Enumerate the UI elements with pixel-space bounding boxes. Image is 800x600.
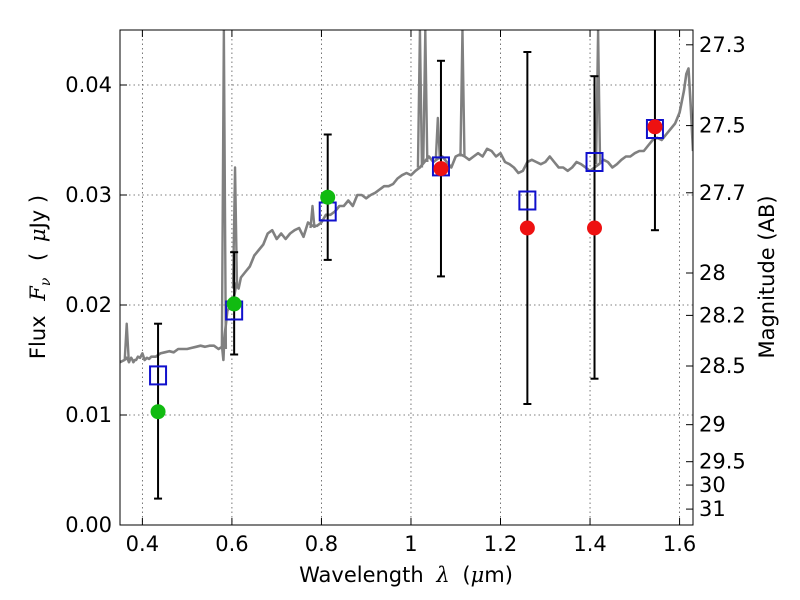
magnitude-tick-label: 28.5: [699, 354, 746, 378]
y-axis-label-unit-rest: Jy ): [26, 195, 50, 231]
x-axis-label-unit-rest: m): [484, 563, 513, 587]
plot-background: [120, 30, 693, 525]
x-axis-label-text: Wavelength: [299, 563, 424, 587]
y-tick-label: 0.02: [65, 293, 112, 317]
template-emission-line: [123, 322, 130, 361]
x-axis-label-unit-open: (: [462, 563, 470, 587]
y-axis-label-unit-mu: μ: [26, 228, 50, 242]
y-axis-label-var: F: [26, 285, 50, 302]
magnitude-tick-label: 27.3: [699, 33, 746, 57]
y-tick-label: 0.04: [65, 73, 112, 97]
x-tick-label: 1.6: [663, 532, 696, 556]
magnitude-tick-label: 27.5: [699, 114, 746, 138]
template-emission-line: [422, 30, 429, 163]
magnitude-tick-label: 30: [699, 473, 726, 497]
magnitude-tick-label: 27.7: [699, 181, 746, 205]
magnitude-axis-label: Magnitude (AB): [755, 195, 779, 358]
y-axis-label-sub: ν: [38, 277, 54, 286]
observed-point-red: [519, 220, 535, 236]
observed-point-green: [320, 189, 336, 205]
magnitude-tick-label: 29.5: [699, 450, 746, 474]
model-flux-box: [518, 190, 537, 211]
plot-frame: [119, 29, 694, 526]
y-tick-label: 0.01: [65, 403, 112, 427]
observed-point-green: [150, 404, 166, 420]
template-emission-line: [434, 116, 442, 159]
model-flux-box: [585, 152, 604, 172]
x-axis-label: Wavelength λ (μm): [299, 563, 513, 587]
x-axis-label-unit-mu: μ: [471, 563, 485, 587]
axis-ticks: 0.4 0.6 0.8 1 1.2 1.4 1.6 0.00 0.01 0.02 0.03 0.04 2…: [65, 30, 746, 556]
x-tick-label: 1: [404, 532, 417, 556]
observed-point-red: [433, 161, 449, 177]
template-emission-line: [459, 30, 466, 157]
template-emission-line: [416, 30, 424, 168]
model-flux-box: [149, 365, 168, 386]
template-emission-line: [594, 30, 602, 165]
x-tick-label: 0.8: [305, 532, 338, 556]
template-emission-line: [231, 166, 239, 289]
observed-point-layer: [150, 119, 663, 420]
y-tick-label: 0.03: [65, 183, 112, 207]
y-axis-label-text: Flux: [26, 315, 50, 359]
magnitude-tick-label: 28: [699, 261, 726, 285]
y-axis-label: Flux Fν ( μJy ): [26, 195, 55, 359]
observed-point-red: [647, 119, 663, 135]
template-emission-line: [309, 204, 316, 229]
x-tick-label: 1.4: [573, 532, 606, 556]
observed-point-red: [587, 220, 603, 236]
magnitude-tick-label: 28.2: [699, 303, 746, 327]
y-tick-label: 0.00: [65, 513, 112, 537]
magnitude-tick-label: 29: [699, 413, 726, 437]
x-tick-label: 0.4: [126, 532, 159, 556]
x-axis-label-var: λ: [435, 563, 449, 587]
magnitude-tick-label: 31: [699, 497, 726, 521]
y-axis-label-unit-open: (: [26, 253, 50, 261]
template-emission-line: [220, 30, 228, 350]
x-tick-label: 1.2: [484, 532, 517, 556]
x-tick-label: 0.6: [215, 532, 248, 556]
observed-point-green: [226, 296, 242, 312]
